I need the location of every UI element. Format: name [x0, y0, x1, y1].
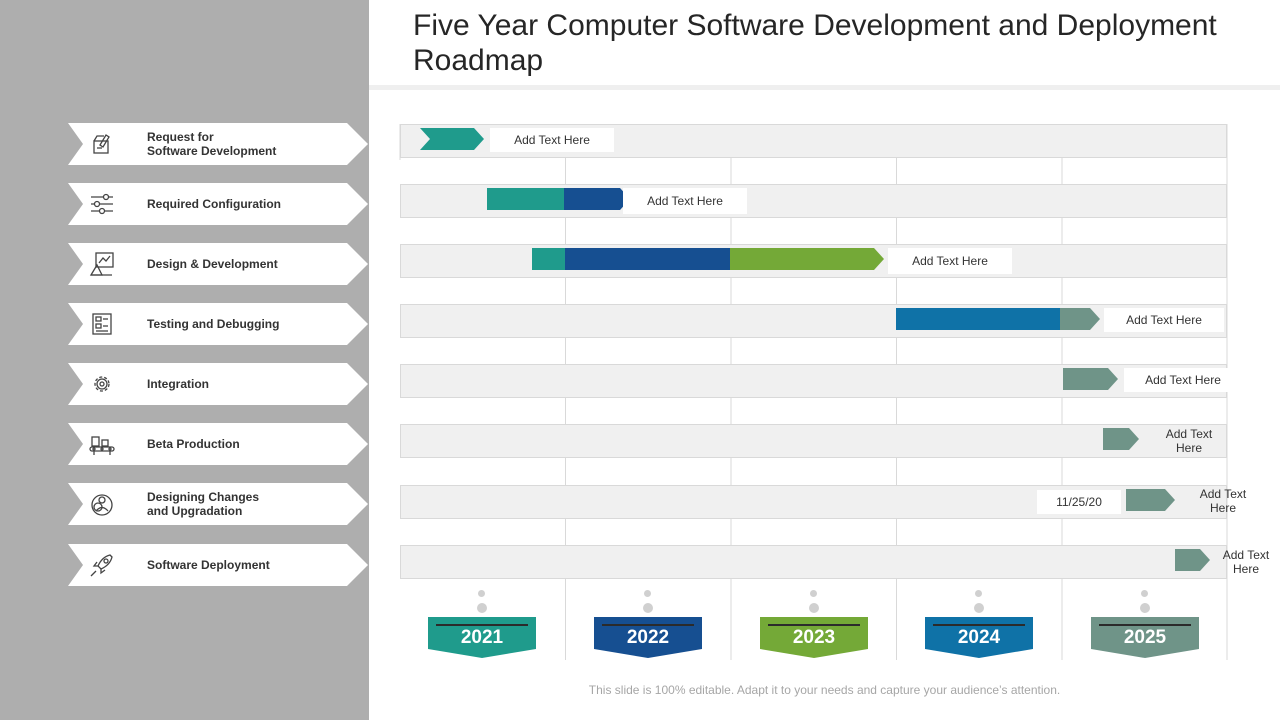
timeline-row	[400, 545, 1227, 579]
row-note: Add Text Here	[1124, 368, 1242, 392]
year-marker-line	[602, 624, 694, 626]
year-marker-2022: 2022	[594, 617, 702, 658]
marker-dot	[643, 603, 653, 613]
design-icon	[89, 252, 114, 276]
year-label: 2024	[957, 627, 1001, 648]
year-marker-line	[933, 624, 1025, 626]
date-label: 11/25/20	[1037, 490, 1121, 514]
year-marker-2023: 2023	[760, 617, 868, 658]
cycle-icon	[91, 494, 113, 516]
marker-dot	[1141, 590, 1148, 597]
year-label: 2025	[1123, 627, 1167, 648]
bar-segment-green	[730, 248, 884, 270]
left-panel	[0, 0, 369, 720]
sliders-icon	[91, 193, 113, 215]
row-note: Add Text Here	[623, 188, 747, 214]
bar-segment-sage	[1126, 489, 1175, 511]
row-note: Add Text Here	[1104, 308, 1224, 332]
task-required-configuration: Required Configuration	[68, 183, 368, 225]
task-label: Designing Changes and Upgradation	[147, 490, 260, 518]
marker-dot	[974, 603, 984, 613]
task-integration: Integration	[68, 363, 368, 405]
task-designing-changes-and-upgradation: Designing Changes and Upgradation	[68, 483, 368, 525]
page-title: Five Year Computer Software Development …	[413, 9, 1217, 77]
marker-dot	[477, 603, 487, 613]
bar-segment-sage	[1175, 549, 1210, 571]
marker-dot	[644, 590, 651, 597]
row-note: Add Text Here	[1165, 427, 1213, 455]
task-label: Testing and Debugging	[147, 317, 280, 331]
task-chevron	[68, 483, 368, 525]
bar-segment-teal	[487, 188, 565, 210]
task-label: Integration	[147, 377, 209, 391]
task-label: Design & Development	[147, 257, 278, 271]
task-testing-and-debugging: Testing and Debugging	[68, 303, 368, 345]
year-marker-2025: 2025	[1091, 617, 1199, 658]
task-chevron	[68, 303, 368, 345]
bar-segment-teal	[420, 128, 484, 150]
task-chevron	[68, 363, 368, 405]
task-chevron	[68, 123, 368, 165]
year-label: 2023	[792, 627, 836, 648]
year-marker-line	[1099, 624, 1191, 626]
year-label: 2022	[626, 627, 670, 648]
row-note: Add Text Here	[1199, 487, 1247, 515]
request-icon	[93, 134, 110, 154]
task-label: Required Configuration	[147, 197, 281, 211]
task-label: Request for Software Development	[147, 130, 277, 158]
task-label: Beta Production	[147, 437, 240, 451]
bar-segment-navy	[565, 248, 731, 270]
marker-dot	[809, 603, 819, 613]
bar-segment-sage	[1060, 308, 1100, 330]
year-marker-2024: 2024	[925, 617, 1033, 658]
row-note: Add Text Here	[490, 128, 614, 152]
title-divider	[369, 85, 1280, 90]
bar-segment-blue	[896, 308, 1061, 330]
testing-icon	[92, 313, 112, 335]
bar-segment-teal	[532, 248, 566, 270]
task-beta-production: Beta Production	[68, 423, 368, 465]
footer-note: This slide is 100% editable. Adapt it to…	[588, 683, 1061, 697]
year-marker-line	[768, 624, 860, 626]
year-label: 2021	[460, 627, 504, 648]
timeline-row	[400, 424, 1227, 458]
marker-dot	[975, 590, 982, 597]
row-note: Add Text Here	[888, 248, 1012, 274]
task-software-deployment: Software Deployment	[68, 544, 368, 586]
year-marker-2021: 2021	[428, 617, 536, 658]
year-marker-line	[436, 624, 528, 626]
bar-segment-sage	[1063, 368, 1118, 390]
task-design-and-development: Design & Development	[68, 243, 368, 285]
task-chevron	[68, 423, 368, 465]
task-chevron	[68, 544, 368, 586]
task-chevron	[68, 183, 368, 225]
task-request-for-software-development: Request for Software Development	[68, 123, 368, 165]
task-chevron	[68, 243, 368, 285]
task-label: Software Deployment	[147, 558, 270, 572]
row-note: Add Text Here	[1222, 548, 1270, 576]
rocket-icon	[90, 554, 113, 577]
bar-segment-navy	[564, 188, 630, 210]
marker-dot	[1140, 603, 1150, 613]
bar-segment-sage	[1103, 428, 1139, 450]
marker-dot	[478, 590, 485, 597]
conveyor-icon	[89, 436, 115, 455]
gear-icon	[94, 376, 110, 392]
marker-dot	[810, 590, 817, 597]
